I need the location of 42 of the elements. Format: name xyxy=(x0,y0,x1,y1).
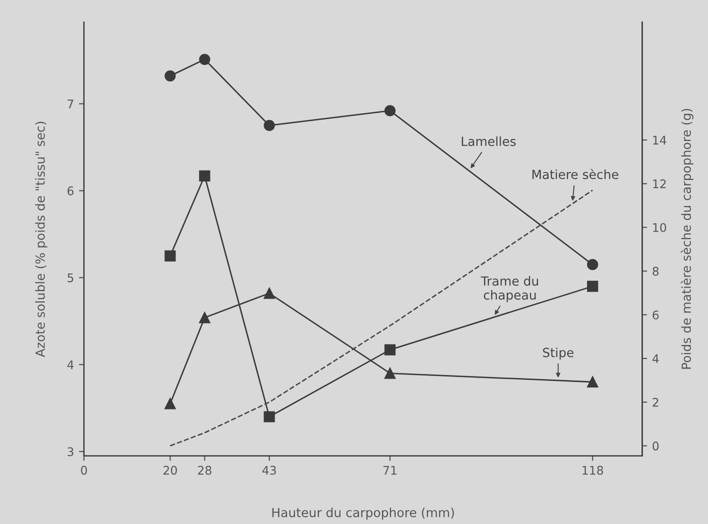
point xyxy=(164,398,176,410)
y2-tick-label: 14 xyxy=(653,136,666,144)
y-tick-label: 7 xyxy=(68,100,74,108)
x-tick-label: 20 xyxy=(164,466,177,475)
y2-tick-label: 4 xyxy=(652,354,659,363)
series-label: Stipe xyxy=(543,348,574,360)
y-tick-label: 4 xyxy=(67,360,74,370)
x-tick-label: 71 xyxy=(383,466,396,475)
y-tick-label: 6 xyxy=(68,186,74,196)
y2-tick-label: 10 xyxy=(653,223,666,232)
x-tick-label: 43 xyxy=(262,466,276,475)
point xyxy=(384,344,396,356)
series-label: Matiere sèche xyxy=(532,168,618,180)
point xyxy=(587,280,598,292)
point xyxy=(164,70,176,82)
series-label: Trame du chapeau xyxy=(480,276,538,302)
line-series xyxy=(169,190,594,447)
y-tick-label: 3 xyxy=(68,447,74,456)
point xyxy=(199,170,210,182)
point xyxy=(164,250,176,262)
point xyxy=(587,376,598,388)
y2-tick-label: 2 xyxy=(652,398,658,407)
point xyxy=(264,120,275,132)
point xyxy=(264,411,275,422)
point xyxy=(384,368,396,379)
y2-tick-label: 12 xyxy=(653,179,666,188)
y2-tick-label: 8 xyxy=(652,266,659,276)
x-tick-label: 118 xyxy=(582,466,604,475)
x-tick-label: 28 xyxy=(198,466,212,475)
x-tick-label: 0 xyxy=(80,466,87,475)
point xyxy=(384,105,396,116)
y-axis-title: Azote soluble (% poids de "tissu" sec) xyxy=(35,122,48,358)
y-tick-label: 5 xyxy=(68,274,74,282)
point xyxy=(199,54,210,65)
point xyxy=(587,259,598,270)
y2-tick-label: 0 xyxy=(652,442,659,450)
y2-axis-title: Poids de matière sèche du carpophore (g) xyxy=(680,108,694,369)
y2-tick-label: 6 xyxy=(652,310,659,320)
point xyxy=(264,288,275,299)
point xyxy=(199,312,210,324)
x-axis-title: Hauteur du carpophore (mm) xyxy=(272,508,454,520)
series-label: Lamelles xyxy=(462,136,516,146)
